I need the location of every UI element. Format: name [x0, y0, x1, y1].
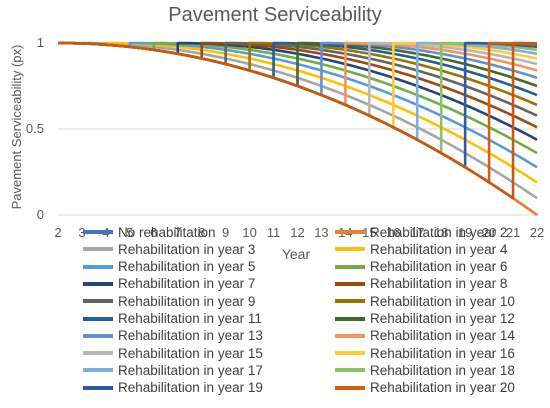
x-tick-label: 5	[126, 225, 133, 240]
legend-label: Rehabilitation in year 8	[370, 276, 508, 292]
x-tick-label: 7	[174, 225, 181, 240]
x-tick-label: 17	[410, 225, 424, 240]
legend-swatch	[83, 351, 113, 356]
legend-swatch	[83, 316, 113, 321]
x-tick-label: 10	[242, 225, 256, 240]
legend-item: Rehabilitation in year 10	[335, 293, 515, 309]
x-tick-label: 11	[267, 225, 281, 240]
legend-item: Rehabilitation in year 17	[83, 362, 263, 378]
legend-swatch	[335, 333, 365, 338]
x-tick-label: 13	[314, 225, 328, 240]
legend-swatch	[335, 264, 365, 269]
legend-swatch	[335, 368, 365, 373]
legend-item: Rehabilitation in year 19	[83, 380, 263, 396]
legend-label: Rehabilitation in year 11	[118, 311, 262, 326]
legend-label: Rehabilitation in year 5	[118, 259, 256, 275]
legend-label: Rehabilitation in year 4	[370, 241, 508, 257]
series-line-rehab-year-5	[57, 41, 538, 169]
legend-label: Rehabilitation in year 19	[118, 380, 263, 396]
legend-label: Rehabilitation in year 3	[118, 241, 256, 257]
y-axis-ticks: 00.51	[26, 35, 44, 222]
y-axis-label: Pavement Serviceability (px)	[9, 45, 24, 210]
legend-item: No rehabilitation	[83, 224, 216, 240]
y-tick-label: 1	[37, 35, 44, 50]
x-tick-label: 16	[386, 225, 400, 240]
legend-label: Rehabilitation in year 10	[370, 293, 515, 309]
series-line-rehab-year-3	[57, 41, 538, 200]
x-tick-label: 18	[434, 225, 448, 240]
x-tick-label: 2	[54, 225, 61, 240]
legend-item: Rehabilitation in year 8	[335, 276, 507, 292]
legend: No rehabilitation Rehabilitation in year …	[83, 224, 543, 404]
x-tick-label: 3	[78, 225, 85, 240]
legend-label: Rehabilitation in year 15	[118, 345, 263, 361]
legend-label: Rehabilitation in year 20	[370, 380, 515, 396]
legend-label: Rehabilitation in year 9	[118, 293, 256, 309]
x-tick-label: 15	[362, 225, 376, 240]
legend-item: Rehabilitation in year 11	[83, 311, 262, 327]
legend-item: Rehabilitation in year 12	[335, 311, 515, 327]
legend-label: Rehabilitation in year 6	[370, 259, 508, 275]
y-tick-label: 0.5	[26, 121, 44, 136]
legend-item: Rehabilitation in year 9	[83, 293, 255, 309]
legend-label: No rehabilitation	[118, 224, 216, 240]
legend-label: Rehabilitation in year 14	[370, 328, 515, 344]
legend-swatch	[335, 385, 365, 390]
legend-item: Rehabilitation in year 20	[335, 380, 515, 396]
legend-item: Rehabilitation in year 2	[335, 224, 507, 240]
legend-swatch	[83, 333, 113, 338]
y-tick-label: 0	[37, 207, 44, 222]
chart-title: Pavement Serviceability	[168, 4, 381, 26]
legend-item: Rehabilitation in year 4	[335, 241, 507, 257]
legend-label: Rehabilitation in year 12	[370, 311, 515, 326]
legend-label: Rehabilitation in year 2	[370, 224, 508, 240]
x-tick-label: 9	[222, 225, 229, 240]
legend-item: Rehabilitation in year 18	[335, 362, 515, 378]
legend-item: Rehabilitation in year 13	[83, 328, 263, 344]
x-tick-label: 19	[458, 225, 472, 240]
series-line-rehab-year-21	[57, 41, 538, 200]
legend-swatch	[335, 299, 365, 304]
series-lines	[57, 41, 538, 217]
legend-swatch	[83, 299, 113, 304]
legend-swatch	[83, 264, 113, 269]
legend-swatch	[83, 368, 113, 373]
legend-swatch	[335, 247, 365, 252]
x-tick-label: 20	[482, 225, 496, 240]
x-tick-label: 6	[150, 225, 157, 240]
legend-label: Rehabilitation in year 7	[118, 276, 256, 292]
legend-swatch	[83, 281, 113, 286]
legend-item: Rehabilitation in year 15	[83, 345, 263, 361]
legend-label: Rehabilitation in year 17	[118, 362, 263, 378]
legend-swatch	[335, 230, 365, 234]
legend-item: Rehabilitation in year 14	[335, 328, 515, 344]
legend-label: Rehabilitation in year 16	[370, 345, 515, 361]
x-tick-label: 22	[530, 225, 544, 240]
legend-swatch	[83, 247, 113, 252]
x-tick-label: 8	[198, 225, 205, 240]
legend-swatch	[83, 230, 113, 234]
legend-item: Rehabilitation in year 3	[83, 241, 255, 257]
legend-item: Rehabilitation in year 6	[335, 259, 507, 275]
legend-swatch	[335, 351, 365, 356]
legend-swatch	[335, 316, 365, 321]
legend-swatch	[335, 281, 365, 286]
legend-item: Rehabilitation in year 16	[335, 345, 515, 361]
legend-label: Rehabilitation in year 18	[370, 362, 515, 378]
legend-item: Rehabilitation in year 5	[83, 259, 255, 275]
legend-swatch	[83, 385, 113, 390]
x-axis-label: Year	[282, 246, 311, 262]
legend-label: Rehabilitation in year 13	[118, 328, 263, 344]
x-tick-label: 12	[290, 225, 304, 240]
legend-item: Rehabilitation in year 7	[83, 276, 255, 292]
x-tick-label: 21	[506, 225, 520, 240]
